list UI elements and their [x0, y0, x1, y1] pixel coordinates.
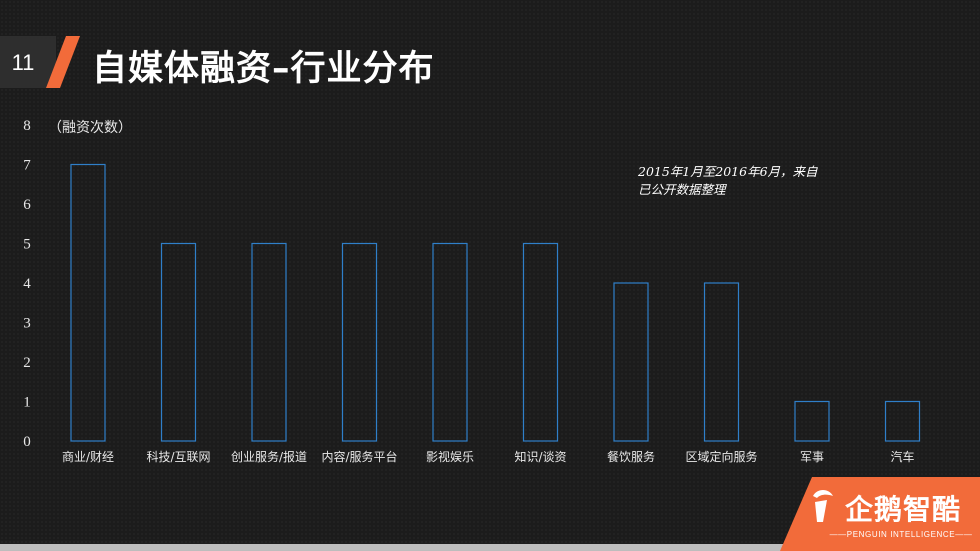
logo-background: [780, 477, 980, 551]
category-label: 区域定向服务: [685, 449, 757, 464]
y-tick-label: 2: [23, 355, 31, 371]
title-accent-slash: [46, 36, 80, 88]
logo-text: 企鹅智酷: [844, 493, 961, 526]
category-label: 商业/财经: [62, 449, 114, 464]
logo-subtext: ——PENGUIN INTELLIGENCE——: [829, 530, 973, 539]
bar: [794, 400, 830, 442]
page-title: 自媒体融资–行业分布: [92, 49, 435, 89]
category-label: 创业服务/报道: [231, 449, 307, 464]
bar: [160, 242, 197, 442]
penguin-logo-icon: [813, 490, 833, 522]
bar: [251, 242, 287, 442]
category-label: 知识/谈资: [514, 450, 566, 464]
y-tick-label: 4: [23, 276, 31, 292]
bar: [70, 163, 106, 442]
category-label: 内容/服务平台: [321, 449, 397, 464]
slide-number-box: 11: [0, 36, 56, 88]
y-tick-label: 6: [23, 197, 31, 213]
category-label: 科技/互联网: [146, 450, 210, 464]
bar: [341, 242, 378, 442]
bar: [703, 282, 740, 442]
category-label: 汽车: [890, 449, 914, 464]
bars: [70, 163, 921, 442]
bar: [613, 282, 649, 442]
slide-number: 11: [11, 50, 35, 75]
source-annotation: 2015年1月至2016年6月，来自 已公开数据整理: [638, 163, 838, 199]
y-tick-label: 0: [23, 434, 31, 450]
annotation-line-1: 2015年1月至2016年6月，来自: [638, 164, 818, 179]
category-label: 影视娱乐: [426, 449, 474, 464]
bar: [432, 242, 468, 442]
bottom-bar: [0, 544, 980, 551]
category-label: 餐饮服务: [607, 449, 655, 464]
y-tick-label: 7: [23, 158, 31, 174]
y-tick-label: 8: [23, 118, 31, 134]
bar: [522, 242, 559, 442]
y-axis-label: （融资次数）: [48, 120, 132, 136]
bar: [884, 400, 921, 442]
y-axis-ticks: 0 1 2 3 4 5 6 7 8: [23, 118, 31, 450]
annotation-line-2: 已公开数据整理: [638, 182, 726, 197]
y-tick-label: 3: [23, 316, 31, 332]
category-labels: 商业/财经 科技/互联网 创业服务/报道 内容/服务平台 影视娱乐 知识/谈资 餐饮服务 区域…: [62, 449, 915, 464]
y-tick-label: 1: [23, 395, 31, 411]
y-tick-label: 5: [23, 237, 31, 253]
category-label: 军事: [800, 450, 824, 464]
